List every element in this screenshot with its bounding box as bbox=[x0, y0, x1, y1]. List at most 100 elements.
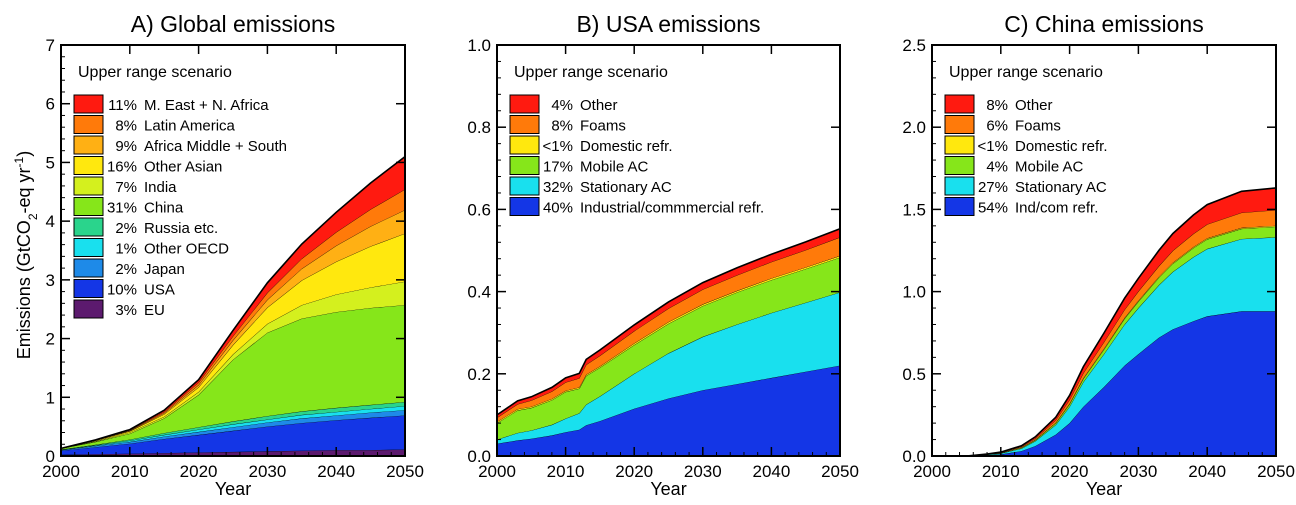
area-usa bbox=[61, 415, 405, 455]
y-tick-label: 2.5 bbox=[902, 36, 926, 55]
chart-title: A) Global emissions bbox=[131, 11, 336, 37]
legend-swatch bbox=[944, 94, 975, 114]
area-stationary-ac bbox=[966, 237, 1276, 456]
legend-label: Mobile AC bbox=[580, 159, 649, 176]
legend-label: Industrial/commmercial refr. bbox=[580, 200, 764, 217]
y-axis-label-sup: -1 bbox=[12, 156, 26, 167]
y-tick-label: 1.0 bbox=[902, 283, 926, 302]
legend-share: 7% bbox=[115, 179, 137, 196]
x-tick-label: 2010 bbox=[111, 462, 149, 481]
y-tick-label: 0.0 bbox=[467, 447, 491, 466]
legend-share: 4% bbox=[986, 159, 1008, 176]
chart-panel-1: A) Global emissions 2000 2010 2020 2030 2040 2… bbox=[42, 11, 424, 499]
legend-swatch bbox=[73, 94, 104, 114]
area-other bbox=[497, 228, 840, 418]
x-axis-label: Year bbox=[215, 479, 251, 499]
legend-label: Other bbox=[580, 97, 618, 114]
x-tick-label: 2010 bbox=[547, 462, 585, 481]
legend-swatch bbox=[73, 258, 104, 278]
legend-share: <1% bbox=[978, 138, 1008, 155]
legend-label: Ind/com refr. bbox=[1015, 200, 1098, 217]
legend-swatch bbox=[73, 299, 104, 319]
legend-label: Other Asian bbox=[144, 159, 222, 176]
area-ind-com-refr bbox=[966, 311, 1276, 456]
area-boundary-line bbox=[60, 155, 406, 450]
chart-panel-2: B) USA emissions 2000 2010 2020 2030 2040 2050… bbox=[467, 11, 859, 499]
chart-title: B) USA emissions bbox=[576, 11, 760, 37]
legend-swatch bbox=[944, 115, 975, 134]
plot-frame bbox=[60, 44, 406, 457]
y-tick-label: 0.4 bbox=[467, 283, 491, 302]
area-eu bbox=[61, 449, 405, 456]
legend-share: 3% bbox=[115, 302, 137, 319]
y-tick-label: 0.0 bbox=[902, 447, 926, 466]
legend-swatch bbox=[509, 135, 540, 155]
area-boundary-line bbox=[966, 187, 1277, 457]
legend-label: Foams bbox=[580, 118, 626, 135]
y-tick-label: 0.6 bbox=[467, 200, 491, 219]
x-tick-label: 2020 bbox=[180, 462, 218, 481]
legend-share: 11% bbox=[108, 97, 137, 114]
legend-label: Stationary AC bbox=[1015, 179, 1107, 196]
legend-label: Mobile AC bbox=[1015, 159, 1084, 176]
legend-swatch bbox=[73, 115, 104, 134]
x-tick-label: 2020 bbox=[1051, 462, 1089, 481]
scenario-annotation: Upper range scenario bbox=[78, 64, 232, 81]
x-tick-label: 2040 bbox=[317, 462, 355, 481]
legend-swatch bbox=[944, 156, 975, 175]
y-tick-label: 0.8 bbox=[467, 118, 491, 137]
x-tick-label: 2000 bbox=[913, 462, 951, 481]
legend: 4% Other 8% Foams <1% Domestic refr. 17% Mobile… bbox=[509, 94, 764, 217]
scenario-annotation: Upper range scenario bbox=[514, 64, 668, 81]
x-tick-label: 2030 bbox=[1119, 462, 1157, 481]
y-tick-label: 1 bbox=[46, 388, 55, 407]
legend-share: 10% bbox=[107, 282, 137, 299]
area-japan bbox=[61, 410, 405, 451]
legend-share: 54% bbox=[978, 200, 1008, 217]
legend-swatch bbox=[73, 176, 104, 196]
legend-share: 8% bbox=[551, 118, 573, 135]
y-tick-label: 1.0 bbox=[467, 36, 491, 55]
legend-share: 2% bbox=[115, 220, 137, 237]
legend-label: Africa Middle + South bbox=[144, 138, 287, 155]
legend-share: 8% bbox=[986, 97, 1008, 114]
legend-swatch bbox=[73, 279, 104, 298]
legend-share: 9% bbox=[115, 138, 137, 155]
x-tick-label: 2040 bbox=[752, 462, 790, 481]
legend-share: 1% bbox=[115, 241, 137, 258]
area-foams bbox=[497, 237, 840, 422]
legend-swatch bbox=[73, 197, 104, 216]
legend-label: Japan bbox=[144, 261, 185, 278]
x-tick-label: 2050 bbox=[386, 462, 424, 481]
legend-label: EU bbox=[144, 302, 165, 319]
legend-share: 2% bbox=[115, 261, 137, 278]
legend-label: Foams bbox=[1015, 118, 1061, 135]
y-tick-label: 1.5 bbox=[902, 200, 926, 219]
legend-swatch bbox=[509, 115, 540, 134]
plot-frame bbox=[496, 44, 841, 457]
legend-swatch bbox=[73, 135, 104, 155]
y-tick-label: 6 bbox=[46, 95, 55, 114]
legend-swatch bbox=[944, 135, 975, 155]
legend-swatch bbox=[509, 156, 540, 175]
x-tick-label: 2020 bbox=[615, 462, 653, 481]
area-china bbox=[61, 305, 405, 450]
y-axis-label: Emissions (GtCO2-eq yr-1) bbox=[12, 151, 40, 359]
y-tick-label: 2.0 bbox=[902, 118, 926, 137]
area-industrial-commmercial-refr bbox=[497, 365, 840, 456]
chart-panel-3: C) China emissions 2000 2010 2020 2030 2040 20… bbox=[902, 11, 1295, 499]
y-tick-label: 7 bbox=[46, 36, 55, 55]
area-other-oecd bbox=[61, 406, 405, 451]
area-mobile-ac bbox=[497, 257, 840, 440]
y-axis-label-mid: -eq yr bbox=[14, 167, 34, 213]
area-latin-america bbox=[61, 189, 405, 449]
legend-swatch bbox=[944, 197, 975, 216]
legend: 8% Other 6% Foams <1% Domestic refr. 4% Mobile … bbox=[944, 94, 1108, 217]
legend-label: Stationary AC bbox=[580, 179, 672, 196]
legend-share: 4% bbox=[551, 97, 573, 114]
area-africa-middle-south bbox=[61, 210, 405, 449]
legend-label: China bbox=[144, 200, 184, 217]
legend-share: 40% bbox=[543, 200, 573, 217]
x-tick-label: 2000 bbox=[478, 462, 516, 481]
